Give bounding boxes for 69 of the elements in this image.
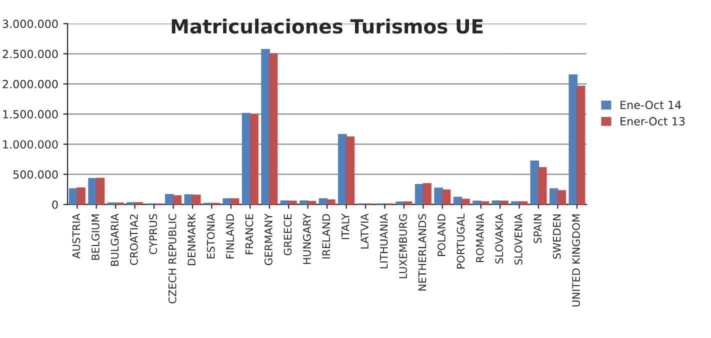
- bar: [318, 198, 328, 204]
- bar: [300, 200, 308, 204]
- x-tick-label: UNITED KINGDOM: [572, 214, 580, 306]
- x-tick-label: CYPRUS: [149, 214, 158, 254]
- x-tick-label: CROATIA2: [130, 214, 138, 265]
- bar: [568, 74, 578, 204]
- bar: [96, 178, 105, 204]
- bar: [307, 200, 316, 204]
- y-tick-label: 2.000.000: [2, 80, 58, 88]
- x-tick-label: LITHUANIA: [380, 214, 388, 268]
- x-tick-label: BULGARIA: [110, 214, 119, 266]
- x-tick-label: FRANCE: [245, 214, 254, 254]
- x-tick-label: NETHERLANDS: [418, 214, 426, 290]
- bar: [222, 198, 232, 204]
- bar: [511, 201, 520, 204]
- x-tick-label: LUXEMBURG: [399, 214, 407, 278]
- bar: [288, 200, 297, 204]
- bar: [500, 200, 508, 204]
- x-tick-label: LATVIA: [360, 214, 368, 249]
- x-tick-label: GREECE: [284, 214, 292, 256]
- bar: [346, 136, 355, 204]
- x-tick-label: SLOVAKIA: [495, 214, 504, 264]
- bar: [76, 187, 86, 204]
- bar: [396, 202, 405, 204]
- bar: [261, 49, 270, 204]
- bar: [88, 178, 97, 204]
- bar: [453, 196, 462, 204]
- legend-label: Ene-Oct 14: [620, 100, 682, 110]
- x-tick-label: ROMANIA: [476, 214, 484, 262]
- bar: [268, 53, 278, 204]
- x-tick-label: ESTONIA: [206, 214, 215, 258]
- x-tick-label: SWEDEN: [552, 214, 561, 259]
- y-tick-label: 3.000.000: [2, 20, 58, 28]
- bar: [538, 167, 547, 204]
- bar: [442, 189, 451, 204]
- x-tick-label: CZECH REPUBLIC: [168, 214, 176, 304]
- x-tick-label: SLOVENIA: [514, 214, 522, 265]
- bar: [422, 183, 432, 204]
- y-tick-label: 1.500.000: [3, 110, 58, 118]
- x-tick-label: IRELAND: [322, 214, 330, 258]
- bar: [403, 201, 412, 204]
- bar: [576, 86, 586, 204]
- x-tick-label: GERMANY: [264, 213, 272, 266]
- x-tick-label: BELGIUM: [92, 214, 100, 260]
- x-tick-label: ITALY: [342, 213, 350, 240]
- y-tick-label: 0: [52, 200, 58, 209]
- bar: [326, 199, 336, 204]
- bar: [518, 201, 528, 204]
- bar: [230, 198, 240, 204]
- x-tick-label: FINLAND: [226, 214, 234, 258]
- x-tick-label: DENMARK: [188, 213, 196, 266]
- x-tick-label: POLAND: [438, 214, 446, 256]
- bar: [472, 200, 482, 204]
- x-tick-label: SPAIN: [534, 214, 542, 244]
- bar: [434, 188, 443, 204]
- y-tick-label: 2.500.000: [2, 50, 58, 58]
- x-tick-label: AUSTRIA: [72, 214, 80, 259]
- legend-label: Ener-Oct 13: [620, 117, 685, 126]
- chart-title: Matriculaciones Turismos UE: [172, 18, 483, 34]
- bar: [461, 198, 470, 204]
- x-tick-label: PORTUGAL: [456, 214, 465, 268]
- bar: [250, 114, 258, 204]
- x-tick-label: HUNGARY: [302, 213, 311, 264]
- bar: [192, 194, 201, 204]
- y-tick-label: 500.000: [13, 170, 58, 179]
- bar: [480, 201, 490, 204]
- y-tick-label: 1.000.000: [3, 140, 58, 149]
- bar: [172, 195, 182, 204]
- bar: [557, 190, 566, 204]
